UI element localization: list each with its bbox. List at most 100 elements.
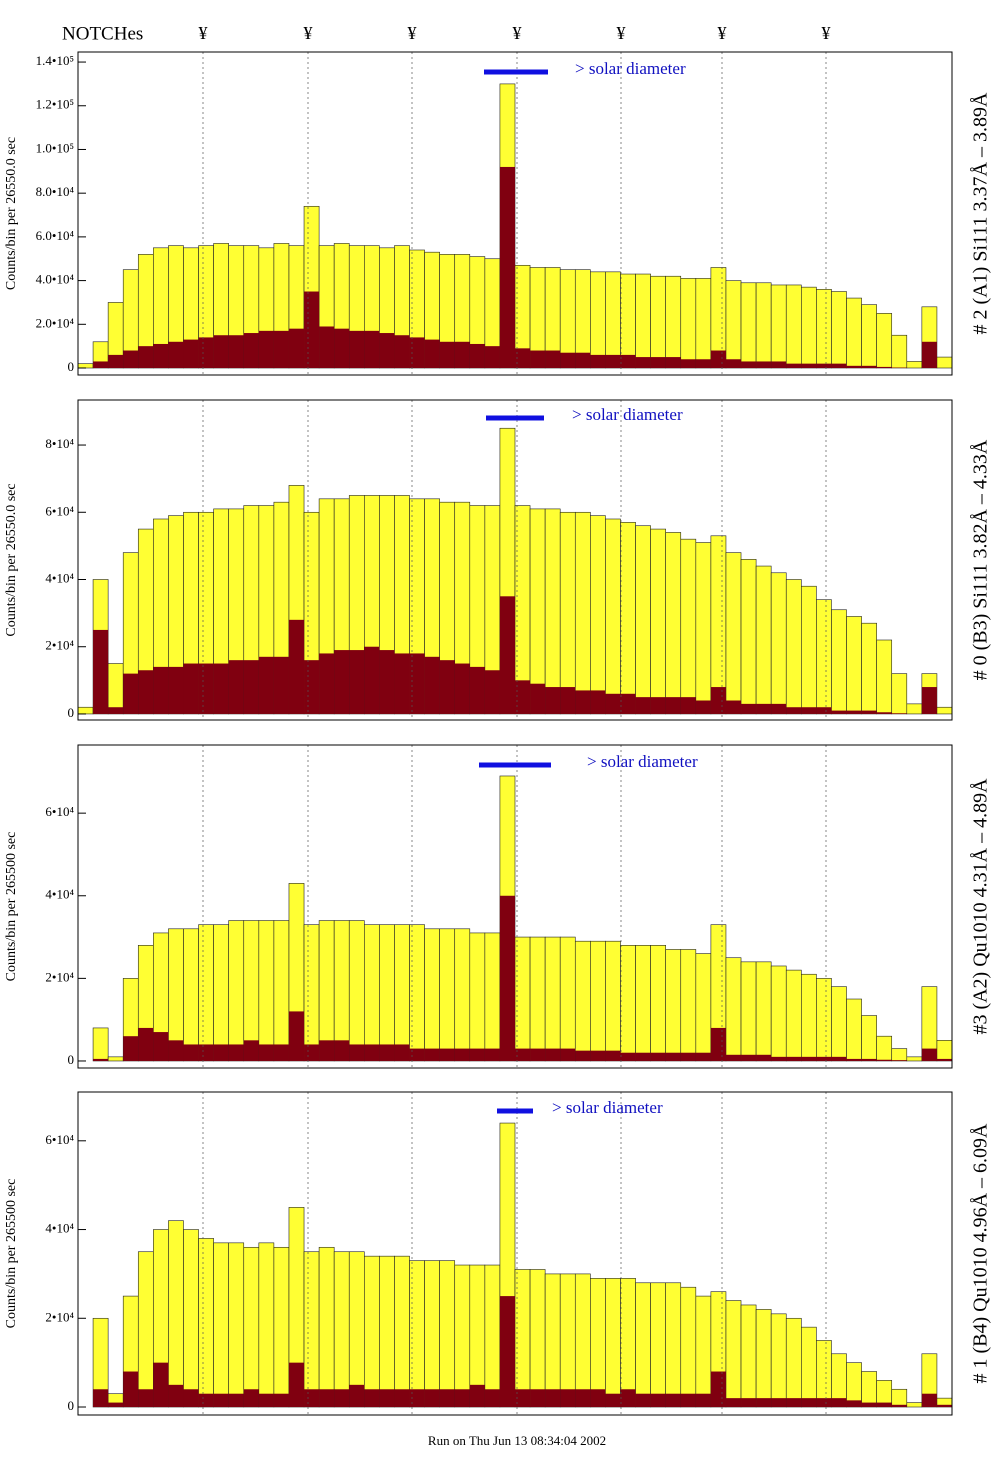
histogram-bin (695, 1052, 711, 1061)
histogram-bin (409, 1048, 425, 1061)
histogram-bin (168, 1040, 184, 1061)
histogram-bin (740, 961, 757, 1062)
histogram-bin (108, 707, 124, 714)
histogram-bin (108, 354, 124, 369)
histogram-bin (635, 697, 651, 714)
histogram-bin (137, 1251, 154, 1408)
histogram-bin (559, 511, 576, 715)
histogram-bin (168, 1384, 184, 1408)
histogram-bin (635, 945, 651, 1062)
histogram-bin (424, 656, 440, 714)
solar-diameter-label: > solar diameter (552, 1098, 663, 1117)
histogram-bin (499, 596, 515, 714)
histogram-bin (831, 363, 847, 369)
histogram-bin (454, 1264, 471, 1408)
histogram-bin (484, 932, 501, 1062)
histogram-bin (334, 1040, 350, 1061)
histogram-bin (243, 1246, 260, 1408)
histogram-bin (665, 1052, 681, 1061)
histogram-bin (575, 352, 591, 369)
histogram-bin (695, 1295, 712, 1408)
y-tick-label: 4•10⁴ (45, 570, 74, 585)
histogram-bin (545, 1389, 561, 1408)
histogram-bin (559, 936, 576, 1062)
side-label: # 2 (A1) Si111 3.37Å – 3.89Å (970, 92, 992, 334)
histogram-bin (424, 1389, 440, 1408)
histogram-bin (77, 706, 94, 715)
histogram-bin (590, 271, 606, 369)
histogram-bin (439, 1260, 456, 1408)
y-tick-label: 6•10⁴ (45, 804, 74, 819)
histogram-bin (348, 1251, 365, 1408)
histogram-bin (816, 1340, 832, 1408)
histogram-bin (801, 585, 817, 715)
histogram-bin (831, 609, 847, 715)
histogram-bin (861, 365, 877, 369)
histogram-bin (921, 1048, 937, 1061)
histogram-bin (891, 1404, 907, 1408)
histogram-bin (620, 273, 636, 369)
histogram-bin (725, 1398, 742, 1408)
histogram-bin (228, 1393, 244, 1408)
histogram-bin (529, 508, 546, 715)
y-tick-label: 2.0•10⁴ (36, 315, 75, 330)
notch-mark: ¥ (718, 23, 727, 43)
histogram-bin (319, 1389, 335, 1408)
histogram-bin (364, 1044, 380, 1061)
histogram-bin (545, 687, 561, 714)
histogram-bin (304, 291, 320, 369)
histogram-bin (741, 361, 757, 369)
histogram-bin (424, 1048, 440, 1061)
histogram-bin (273, 1044, 289, 1061)
histogram-bin (665, 949, 682, 1062)
histogram-bin (771, 1056, 787, 1061)
histogram-bin (665, 1282, 682, 1408)
histogram-bin (574, 511, 591, 715)
histogram-bin (801, 1056, 817, 1061)
histogram-bin (785, 969, 802, 1062)
histogram-bin (695, 1393, 711, 1408)
histogram-bin (756, 703, 772, 714)
side-label: #3 (A2) Qu1010 4.31Å – 4.89Å (970, 778, 992, 1035)
histogram-bin (258, 1242, 275, 1408)
histogram-bin (891, 334, 908, 369)
histogram-bin (319, 326, 335, 369)
histogram-bin (906, 1056, 923, 1062)
histogram-bin (816, 1398, 832, 1408)
histogram-bin (288, 1362, 305, 1408)
histogram-bin (725, 359, 742, 369)
y-tick-label: 8•10⁴ (45, 436, 74, 451)
histogram-bin (93, 1058, 109, 1061)
histogram-bin (756, 1398, 772, 1408)
histogram-bin (635, 525, 651, 715)
plot-frame (77, 51, 953, 376)
histogram-bin (183, 1044, 199, 1061)
histogram-bin (816, 363, 832, 369)
histogram-bin (801, 707, 817, 714)
histogram-bin (303, 924, 320, 1062)
histogram-bin (741, 703, 757, 714)
histogram-bin (529, 936, 546, 1062)
histogram-bin (198, 1044, 214, 1061)
histogram-bin (499, 1296, 515, 1408)
histogram-bin (394, 924, 410, 1062)
histogram-bin (334, 328, 350, 369)
y-tick-label: 4.0•10⁴ (36, 272, 75, 287)
histogram-bin (213, 1044, 229, 1061)
histogram-bin (665, 275, 682, 369)
histogram-bin (515, 1048, 531, 1061)
histogram-bin (740, 1304, 757, 1408)
histogram-bin (650, 357, 666, 369)
y-tick-label: 1.4•10⁵ (36, 53, 74, 68)
histogram-bin (364, 330, 380, 369)
histogram-bin (183, 1389, 199, 1408)
histogram-bin (620, 522, 636, 715)
histogram-bin (530, 1389, 546, 1408)
histogram-bin (258, 656, 274, 714)
histogram-bin (831, 710, 847, 714)
histogram-bin (439, 341, 455, 369)
histogram-bin (319, 653, 335, 714)
histogram-bin (680, 1393, 696, 1408)
histogram-bin (454, 663, 470, 714)
histogram-bin (409, 337, 425, 369)
